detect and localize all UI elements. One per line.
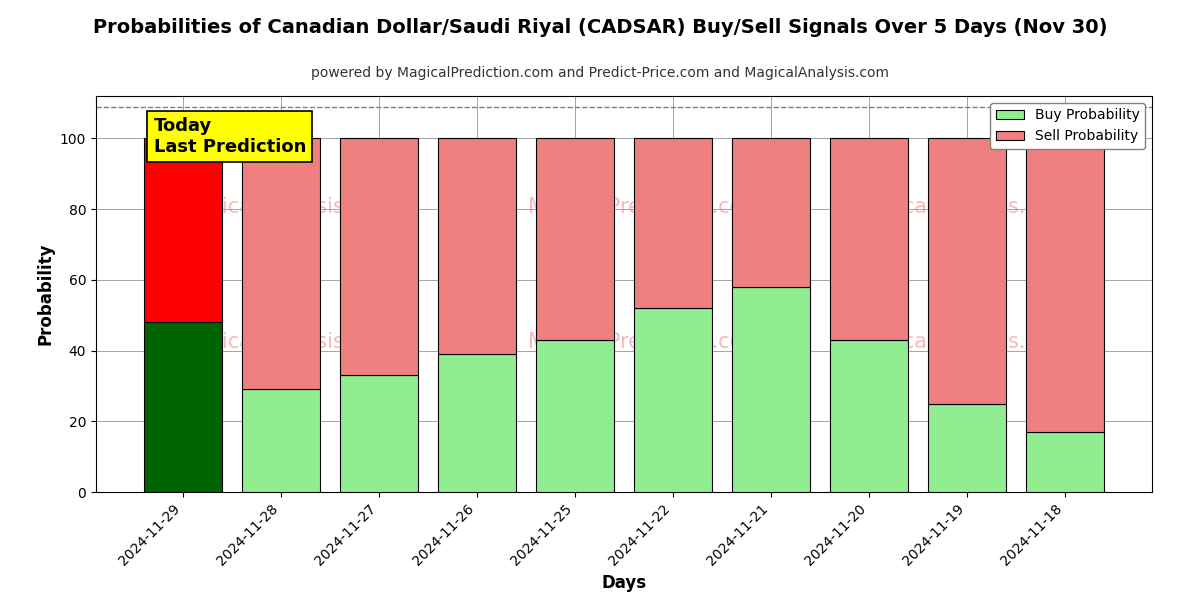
Text: Today
Last Prediction: Today Last Prediction — [154, 117, 306, 156]
Bar — [536, 340, 614, 492]
Bar — [829, 139, 908, 340]
Bar — [732, 287, 810, 492]
Y-axis label: Probability: Probability — [36, 243, 54, 345]
Bar — [242, 389, 320, 492]
Bar — [438, 139, 516, 354]
Bar — [634, 308, 712, 492]
Bar — [1026, 139, 1104, 432]
Bar — [144, 139, 222, 322]
Legend: Buy Probability, Sell Probability: Buy Probability, Sell Probability — [990, 103, 1145, 149]
Bar — [536, 139, 614, 340]
Bar — [144, 322, 222, 492]
Text: Probabilities of Canadian Dollar/Saudi Riyal (CADSAR) Buy/Sell Signals Over 5 Da: Probabilities of Canadian Dollar/Saudi R… — [92, 18, 1108, 37]
Bar — [340, 139, 419, 376]
Bar — [732, 139, 810, 287]
Text: powered by MagicalPrediction.com and Predict-Price.com and MagicalAnalysis.com: powered by MagicalPrediction.com and Pre… — [311, 66, 889, 80]
Text: MagicalAnalysis.com: MagicalAnalysis.com — [853, 197, 1070, 217]
Text: MagicalAnalysis.com: MagicalAnalysis.com — [178, 197, 395, 217]
Bar — [928, 139, 1006, 404]
Bar — [438, 354, 516, 492]
Text: MagicalPrediction.com: MagicalPrediction.com — [528, 332, 762, 352]
Bar — [829, 340, 908, 492]
Text: MagicalPrediction.com: MagicalPrediction.com — [528, 197, 762, 217]
Bar — [928, 404, 1006, 492]
Bar — [242, 139, 320, 389]
Text: MagicalAnalysis.com: MagicalAnalysis.com — [853, 332, 1070, 352]
X-axis label: Days: Days — [601, 574, 647, 592]
Bar — [634, 139, 712, 308]
Text: MagicalAnalysis.com: MagicalAnalysis.com — [178, 332, 395, 352]
Bar — [1026, 432, 1104, 492]
Bar — [340, 376, 419, 492]
